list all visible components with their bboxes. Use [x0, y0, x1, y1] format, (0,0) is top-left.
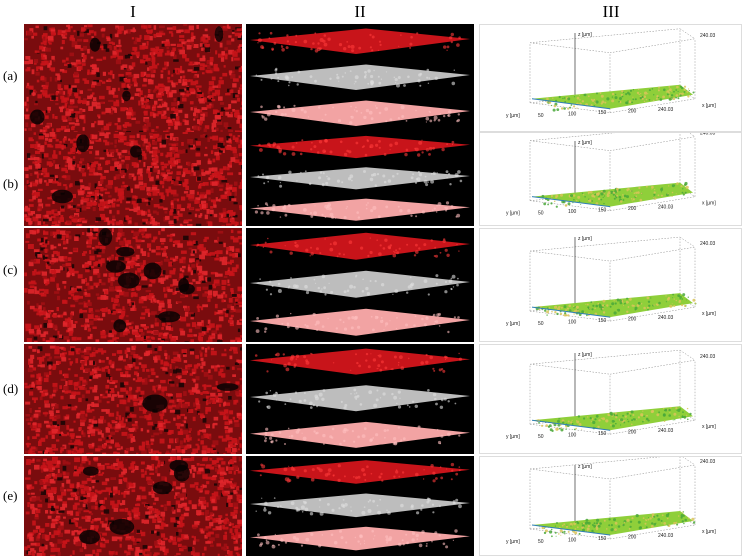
confocal-image	[24, 344, 242, 454]
pink-biofilm-slab	[250, 198, 470, 221]
x-tick-label: 50	[538, 113, 544, 119]
pink-biofilm-slab	[250, 526, 470, 551]
x-tick-label: 150	[598, 110, 607, 116]
x-tick-label: 50	[538, 211, 544, 217]
pink-biofilm-slab	[250, 100, 470, 126]
gray-biofilm-slab	[250, 167, 470, 190]
slab-stack	[246, 132, 474, 226]
confocal-image	[24, 228, 242, 342]
x-axis-label: x [µm]	[702, 529, 716, 535]
x-tick-label: 100	[568, 209, 577, 215]
x-tick-label: 100	[568, 433, 577, 439]
red-biofilm-slab	[250, 232, 470, 260]
x-tick-label: 240.03	[658, 205, 674, 211]
x-tick-label: 200	[628, 535, 637, 541]
y-axis-label: y [µm]	[506, 434, 520, 440]
z-tick-label: 240.03	[700, 354, 716, 360]
x-tick-label: 240.03	[658, 315, 674, 321]
x-tick-label: 240.03	[658, 107, 674, 113]
x-tick-label: 50	[538, 321, 544, 327]
slab-stack	[246, 24, 474, 132]
z-tick-label: 240.03	[700, 459, 716, 465]
slab-stack	[246, 228, 474, 342]
z-tick-label: 240.03	[700, 33, 716, 39]
x-tick-label: 150	[598, 208, 607, 214]
confocal-image	[24, 132, 242, 226]
x-axis-label: x [µm]	[702, 424, 716, 430]
y-axis-label: y [µm]	[506, 321, 520, 327]
confocal-image	[24, 456, 242, 556]
column-header-iii: III	[602, 2, 620, 21]
z-axis-label: z [µm]	[578, 464, 592, 470]
y-axis-label: y [µm]	[506, 211, 520, 217]
row-label: (c)	[3, 262, 18, 277]
surface-plot: z [µm] 240.03 50 100 150 200 240.03 y [µm] x [µm…	[479, 344, 742, 454]
z-axis-label: z [µm]	[578, 32, 592, 38]
column-header-ii: II	[354, 2, 366, 21]
slab-stack	[246, 456, 474, 556]
x-tick-label: 240.03	[658, 533, 674, 539]
row-label: (b)	[3, 176, 19, 191]
x-tick-label: 100	[568, 111, 577, 117]
row-label: (a)	[3, 68, 18, 83]
confocal-image	[24, 24, 242, 132]
y-axis-label: y [µm]	[506, 113, 520, 119]
z-tick-label: 240.03	[700, 241, 716, 247]
slab-stack	[246, 344, 474, 454]
x-tick-label: 100	[568, 538, 577, 544]
x-tick-label: 200	[628, 108, 637, 114]
surface-plot: z [µm] 240.03 50 100 150 200 240.03 y [µm] x [µm…	[479, 132, 742, 226]
x-tick-label: 50	[538, 434, 544, 440]
x-tick-label: 150	[598, 536, 607, 542]
gray-biofilm-slab	[250, 493, 470, 518]
row-label: (d)	[3, 381, 19, 396]
row-label: (e)	[3, 488, 18, 503]
x-tick-label: 50	[538, 539, 544, 545]
y-axis-label: y [µm]	[506, 539, 520, 545]
x-tick-label: 200	[628, 430, 637, 436]
pink-biofilm-slab	[250, 421, 470, 448]
x-tick-label: 150	[598, 318, 607, 324]
z-tick-label: 240.03	[700, 133, 716, 137]
gray-biofilm-slab	[250, 385, 470, 412]
z-axis-label: z [µm]	[578, 352, 592, 358]
z-axis-label: z [µm]	[578, 140, 592, 146]
x-tick-label: 100	[568, 320, 577, 326]
x-tick-label: 150	[598, 431, 607, 437]
surface-mesh	[532, 182, 693, 207]
x-axis-label: x [µm]	[702, 201, 716, 207]
surface-plot: z [µm] 240.03 50 100 150 200 240.03 y [µm] x [µm…	[479, 228, 742, 342]
red-biofilm-slab	[250, 135, 470, 159]
x-axis-label: x [µm]	[702, 311, 716, 317]
x-tick-label: 200	[628, 206, 637, 212]
gray-biofilm-slab	[250, 270, 470, 298]
red-biofilm-slab	[250, 28, 470, 54]
x-tick-label: 240.03	[658, 428, 674, 434]
pink-biofilm-slab	[250, 308, 470, 336]
x-axis-label: x [µm]	[702, 103, 716, 109]
red-biofilm-slab	[250, 460, 470, 484]
z-axis-label: z [µm]	[578, 236, 592, 242]
gray-biofilm-slab	[250, 64, 470, 90]
red-biofilm-slab	[250, 348, 470, 375]
column-header-i: I	[130, 2, 136, 21]
x-tick-label: 200	[628, 317, 637, 323]
surface-plot: z [µm] 240.03 50 100 150 200 240.03 y [µm] x [µm…	[479, 24, 742, 132]
surface-plot: z [µm] 240.03 50 100 150 200 240.03 y [µm] x [µm…	[479, 456, 742, 556]
